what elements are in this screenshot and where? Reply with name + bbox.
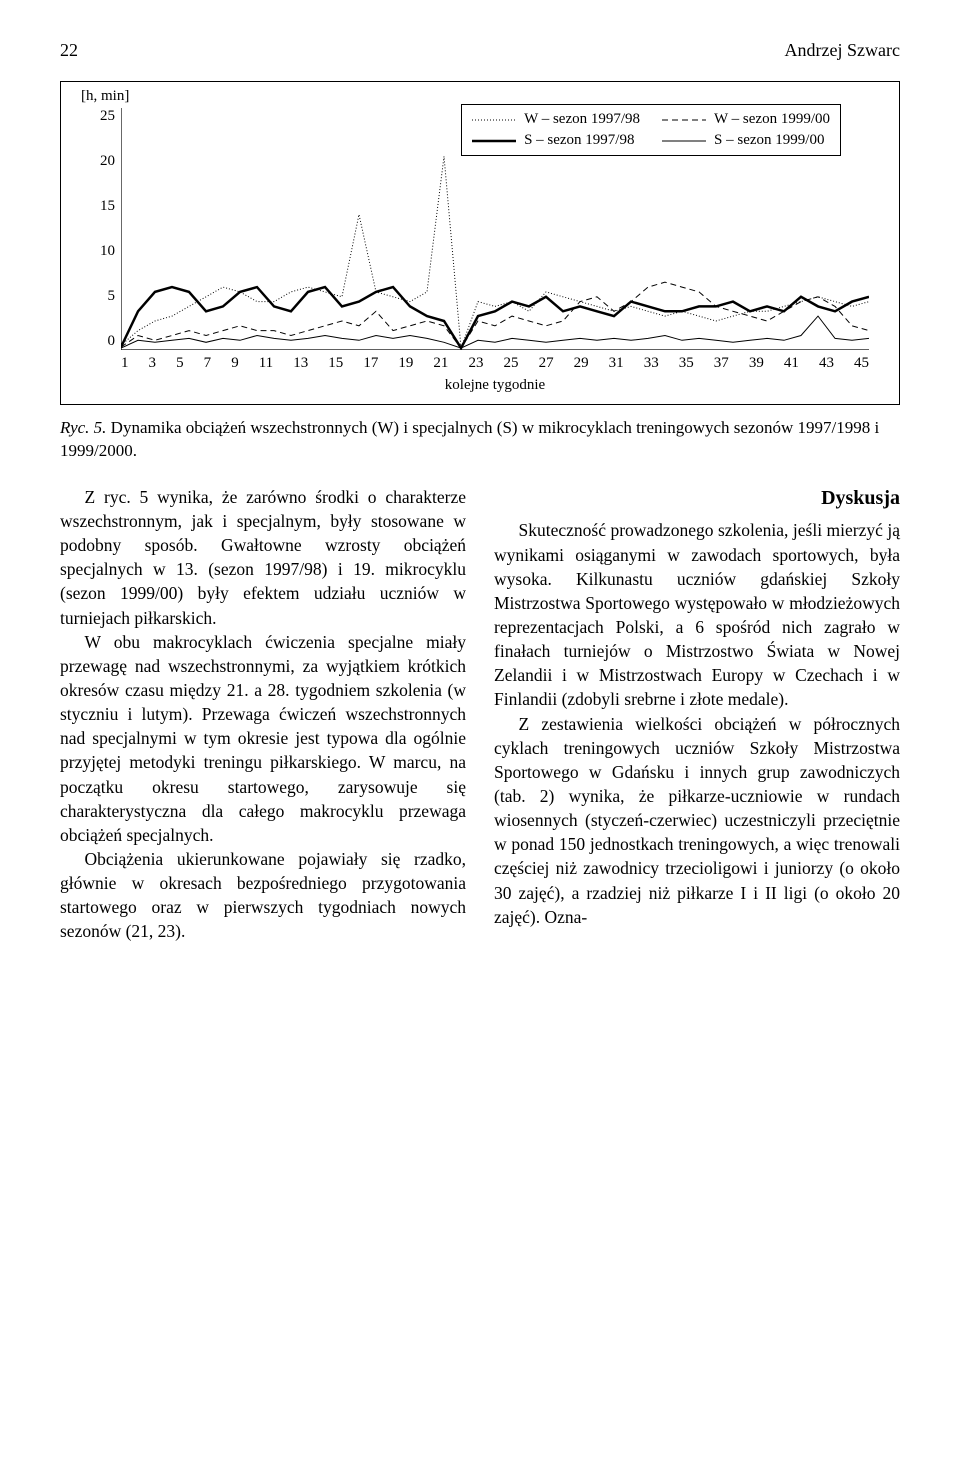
xtick: 41 [784, 355, 799, 372]
chart-legend: W – sezon 1997/98 W – sezon 1999/00 S – … [461, 104, 841, 156]
legend-label: W – sezon 1997/98 [524, 111, 640, 128]
legend-swatch-icon [472, 135, 516, 147]
xtick: 35 [679, 355, 694, 372]
ytick: 0 [108, 333, 116, 350]
legend-swatch-icon [472, 114, 516, 126]
section-heading: Dyskusja [494, 485, 900, 513]
x-axis-title: kolejne tygodnie [121, 377, 869, 394]
ytick: 15 [100, 198, 115, 215]
body-paragraph: Obciążenia ukierunkowane pojawiały się r… [60, 847, 466, 944]
legend-item: S – sezon 1999/00 [662, 132, 830, 149]
xtick: 29 [574, 355, 589, 372]
chart-container: [h, min] 25 20 15 10 5 0 W – sezon 1997/… [60, 81, 900, 405]
xtick: 13 [293, 355, 308, 372]
ytick: 5 [108, 288, 116, 305]
xtick: 21 [433, 355, 448, 372]
xtick: 39 [749, 355, 764, 372]
xtick: 15 [328, 355, 343, 372]
body-paragraph: Z ryc. 5 wynika, że zarówno środki o cha… [60, 485, 466, 630]
xtick: 17 [363, 355, 378, 372]
legend-item: W – sezon 1997/98 [472, 111, 640, 128]
legend-swatch-icon [662, 135, 706, 147]
figure-caption: Ryc. 5. Dynamika obciążeń wszechstronnyc… [60, 417, 900, 463]
legend-swatch-icon [662, 114, 706, 126]
ytick: 20 [100, 153, 115, 170]
ytick: 10 [100, 243, 115, 260]
legend-label: W – sezon 1999/00 [714, 111, 830, 128]
y-axis-labels: 25 20 15 10 5 0 [81, 108, 115, 350]
body-columns: Z ryc. 5 wynika, że zarówno środki o cha… [60, 485, 900, 944]
xtick: 3 [149, 355, 157, 372]
page-number: 22 [60, 40, 78, 61]
page-author: Andrzej Szwarc [785, 40, 900, 61]
body-paragraph: Skuteczność prowadzonego szkolenia, jeśl… [494, 518, 900, 711]
page-header: 22 Andrzej Szwarc [60, 40, 900, 61]
xtick: 11 [259, 355, 273, 372]
xtick: 33 [644, 355, 659, 372]
legend-label: S – sezon 1997/98 [524, 132, 634, 149]
xtick: 25 [504, 355, 519, 372]
xtick: 19 [398, 355, 413, 372]
xtick: 27 [539, 355, 554, 372]
xtick: 45 [854, 355, 869, 372]
xtick: 43 [819, 355, 834, 372]
legend-item: W – sezon 1999/00 [662, 111, 830, 128]
xtick: 37 [714, 355, 729, 372]
body-paragraph: W obu makrocyklach ćwiczenia specjalne m… [60, 630, 466, 847]
xtick: 1 [121, 355, 129, 372]
xtick: 5 [176, 355, 184, 372]
chart-area: [h, min] 25 20 15 10 5 0 W – sezon 1997/… [81, 100, 879, 390]
caption-number: Ryc. 5. [60, 418, 106, 437]
xtick: 9 [231, 355, 239, 372]
body-paragraph: Z zestawienia wielkości obciążeń w półro… [494, 712, 900, 929]
xtick: 23 [468, 355, 483, 372]
legend-label: S – sezon 1999/00 [714, 132, 824, 149]
y-axis-unit: [h, min] [81, 88, 129, 105]
xtick: 7 [204, 355, 212, 372]
plot-region: W – sezon 1997/98 W – sezon 1999/00 S – … [121, 108, 869, 350]
legend-item: S – sezon 1997/98 [472, 132, 640, 149]
xtick: 31 [609, 355, 624, 372]
caption-text: Dynamika obciążeń wszechstronnych (W) i … [60, 418, 879, 460]
x-axis-labels: 1357911131517192123252729313335373941434… [121, 355, 869, 372]
ytick: 25 [100, 108, 115, 125]
